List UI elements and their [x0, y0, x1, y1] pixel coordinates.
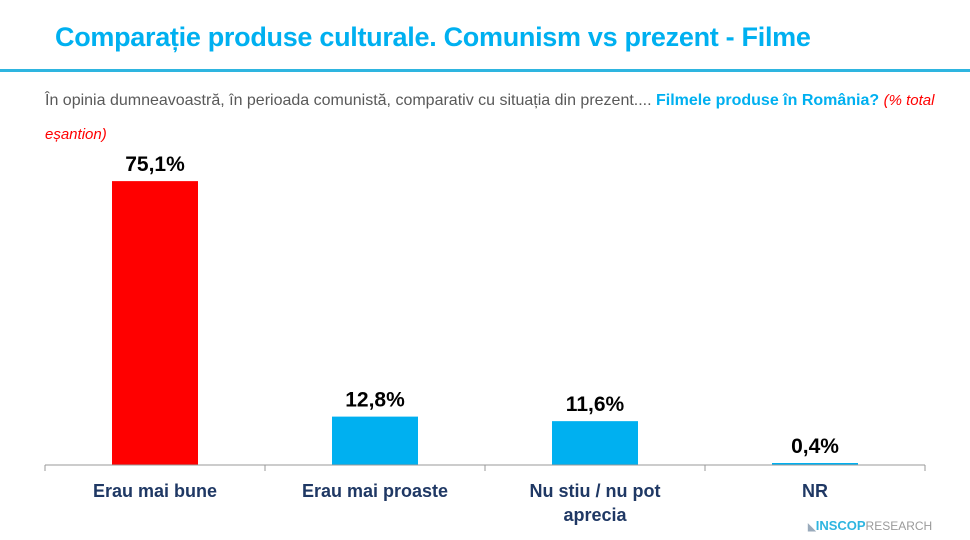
- category-label: aprecia: [563, 505, 627, 525]
- bar: [332, 416, 418, 465]
- question-text: În opinia dumneavoastră, în perioada com…: [45, 92, 657, 109]
- logo-brand: INSCOP: [815, 518, 866, 533]
- category-label: Erau mai proaste: [302, 481, 448, 501]
- question-highlight: Filmele produse în România?: [656, 92, 880, 109]
- logo-mark-icon: ◣: [808, 522, 816, 533]
- data-label: 12,8%: [345, 389, 405, 412]
- question-note: (% total eșantion): [45, 92, 935, 143]
- question: În opinia dumneavoastră, în perioada com…: [45, 84, 945, 152]
- bar: [772, 463, 858, 465]
- category-label: Erau mai bune: [93, 481, 217, 501]
- data-label: 0,4%: [791, 435, 839, 458]
- logo-suffix: RESEARCH: [865, 519, 933, 533]
- category-label: NR: [802, 481, 828, 501]
- data-label: 11,6%: [566, 393, 625, 416]
- data-label: 75,1%: [125, 153, 185, 176]
- title-divider: [0, 69, 970, 72]
- inscop-logo: ◣INSCOPRESEARCH: [808, 518, 932, 533]
- page-title: Comparație produse culturale. Comunism v…: [55, 22, 811, 52]
- bar: [552, 421, 638, 465]
- bar: [112, 181, 198, 465]
- category-label: Nu stiu / nu pot: [530, 481, 661, 501]
